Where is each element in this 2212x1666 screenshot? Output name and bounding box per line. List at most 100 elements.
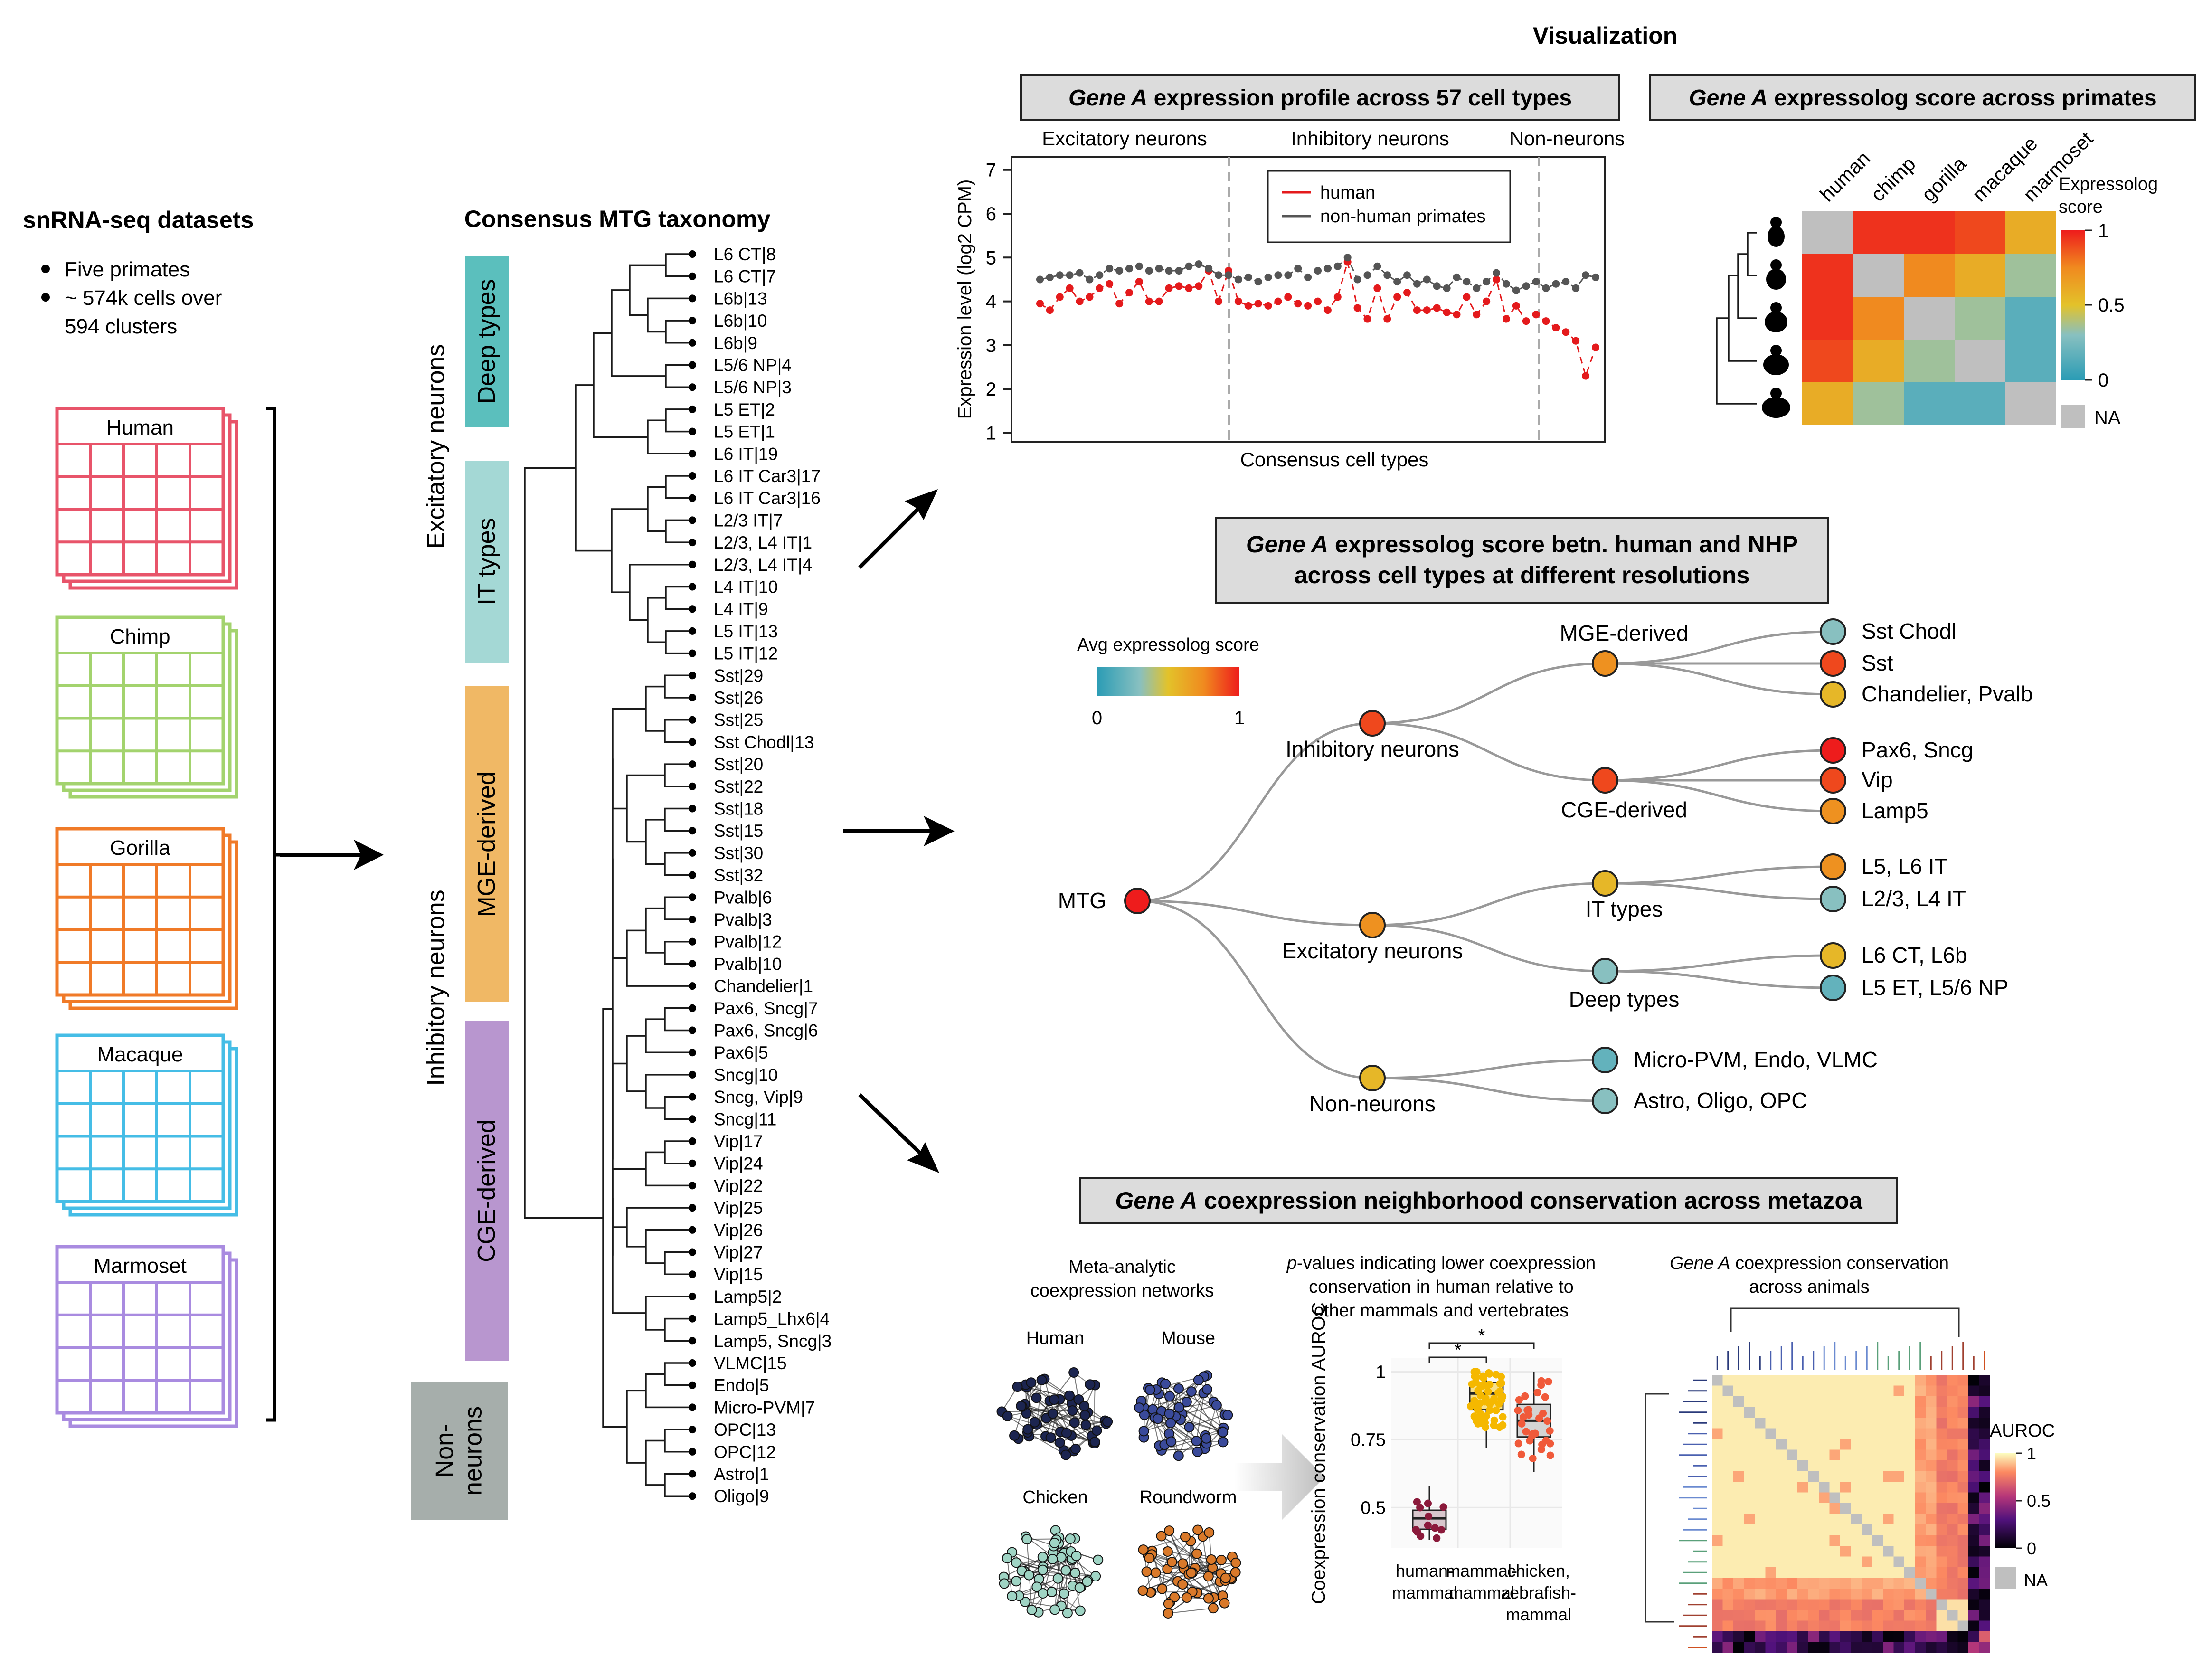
animal-heatmap-cell [1733,1567,1744,1578]
animal-heatmap-cell [1819,1492,1830,1504]
data-point [1244,273,1252,281]
box-point [1537,1446,1545,1454]
animal-heatmap-cell [1819,1631,1830,1642]
leaf-dot [689,1226,696,1234]
data-point [1333,293,1342,301]
tree-node-label: L6 CT, L6b [1862,943,1967,967]
animal-heatmap-cell [1872,1449,1883,1461]
animal-heatmap-cell [1968,1439,1979,1450]
tree-branch [645,1373,692,1409]
animal-heatmap-cell [1755,1439,1766,1450]
box-point [1478,1419,1486,1427]
animal-heatmap-cell [1883,1428,1894,1439]
box-point [1499,1413,1507,1421]
tree-edge [1137,899,1373,1079]
animal-heatmap-cell [1755,1482,1766,1493]
animal-heatmap-cell [1787,1567,1798,1578]
animal-heatmap-cell [1851,1482,1862,1493]
data-point [1224,271,1232,279]
network-node [1054,1437,1065,1448]
leaf-dot [689,694,696,701]
animal-heatmap-cell [1829,1631,1841,1642]
animal-heatmap-cell [1787,1375,1798,1386]
animal-heatmap-cell [1968,1524,1979,1535]
animal-heatmap-cell [1755,1631,1766,1642]
animal-heatmap-cell [1904,1642,1915,1653]
data-point [1314,267,1322,275]
animal-heatmap-cell [1787,1599,1798,1610]
animal-heatmap-cell [1744,1546,1755,1557]
animal-heatmap-cell [1947,1589,1958,1600]
animal-heatmap-cell [1904,1546,1915,1557]
network-node [1079,1401,1090,1411]
animal-heatmap-cell [1957,1418,1969,1429]
heatmap-cell [1853,211,1904,254]
animal-heatmap-cell [1776,1567,1787,1578]
animal-heatmap-cell [1776,1428,1787,1439]
leaf-label: Sst|25 [714,710,763,730]
animal-heatmap-cell [1968,1385,1979,1397]
leaf-dot [689,494,696,502]
datasets-bullet-3: 594 clusters [65,315,177,338]
animal-heatmap-cell [1755,1620,1766,1632]
expressolog-scale-tick: 0.5 [2098,295,2125,316]
animal-heatmap-cell [1722,1492,1734,1504]
leaf-dot [689,1182,696,1190]
network-node [1180,1532,1191,1543]
animal-heatmap-cell [1979,1589,1990,1600]
stack-front [55,615,225,786]
animal-heatmap-cell [1904,1599,1915,1610]
animal-heatmap-cell [1947,1375,1958,1386]
network-node [1011,1576,1021,1587]
data-point [1175,267,1183,275]
animal-heatmap-cell [1851,1407,1862,1418]
leaf-dot [689,294,696,303]
animal-heatmap-cell [1840,1631,1851,1642]
box-point [1478,1382,1486,1390]
animal-heatmap-cell [1712,1428,1723,1439]
animal-heatmap-cell [1797,1578,1808,1589]
animal-heatmap-cell [1872,1503,1883,1514]
animal-heatmap-cell [1851,1503,1862,1514]
leaf-label: Sst|20 [714,755,763,774]
network-node [1157,1583,1168,1594]
animal-heatmap-cell [1883,1599,1894,1610]
leaf-label: Pvalb|12 [714,932,782,952]
data-point [1195,282,1203,290]
leaf-label: L6b|13 [714,289,767,308]
visualization-title: Visualization [1533,22,1678,49]
animal-heatmap-cell [1883,1492,1894,1504]
animal-heatmap-cell [1840,1578,1851,1589]
animal-heatmap-cell [1776,1375,1787,1386]
animal-heatmap-cell [1904,1589,1915,1600]
auroc-scale-tick: 0.5 [2027,1491,2051,1511]
network-node [1218,1427,1229,1438]
tree-node [1820,618,1846,645]
animal-heatmap-cell [1851,1449,1862,1461]
network-node [1166,1436,1177,1447]
animal-heatmap-cell [1733,1599,1744,1610]
animal-heatmap-cell [1957,1620,1969,1632]
heatmap-cell [1802,211,1853,254]
animal-heatmap-cell [1872,1578,1883,1589]
tree-branch [626,929,692,987]
group-label-0: Deep types [473,279,501,404]
tree-branch [665,364,692,388]
dataset-stack-human: Human [55,407,238,590]
animal-heatmap-cell [1862,1385,1872,1397]
animal-heatmap-cell [1829,1567,1841,1578]
animal-heatmap-cell [1915,1599,1926,1610]
data-point [1046,273,1054,281]
network-roundworm [1137,1524,1241,1619]
animal-heatmap-cell [1926,1428,1937,1439]
heatmap-cell [1955,297,2005,340]
data-point [1264,273,1272,281]
network-node [1208,1603,1219,1614]
data-point [1333,262,1342,270]
animal-heatmap-cell [1797,1407,1808,1418]
leaf-label: Vip|27 [714,1243,763,1262]
animal-heatmap-cell [1744,1418,1755,1429]
data-point [1115,267,1124,275]
data-point [1036,300,1044,308]
tree-branch [664,1096,692,1120]
